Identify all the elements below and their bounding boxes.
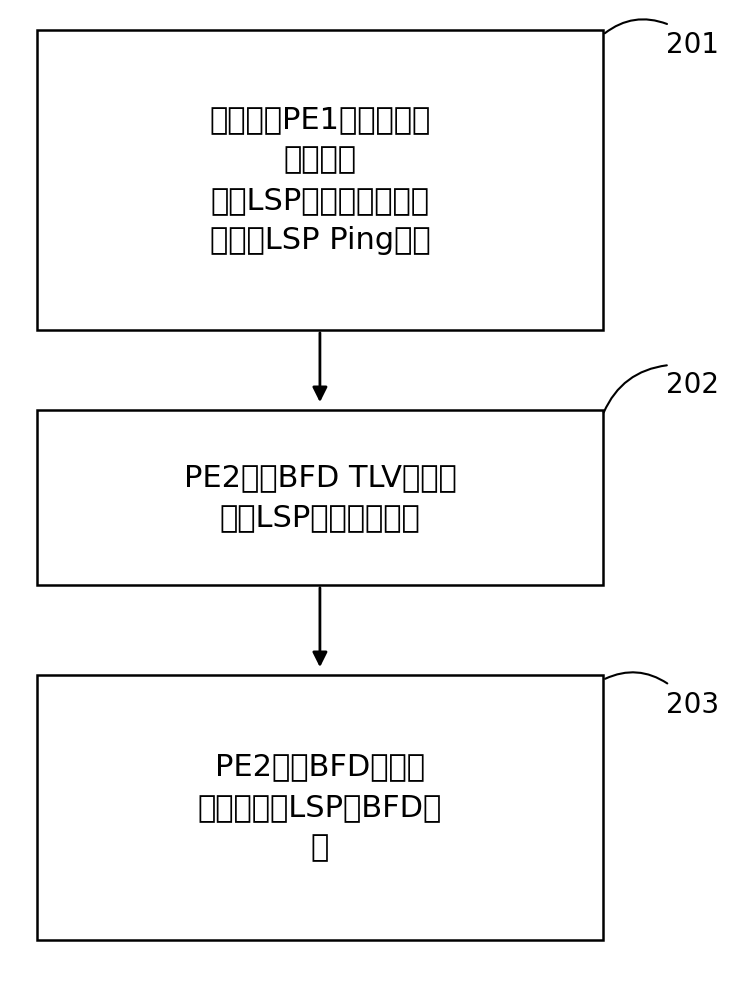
Text: PE2解析BFD TLV，查询
第二LSP发送方向标识: PE2解析BFD TLV，查询 第二LSP发送方向标识 [184,463,456,532]
Text: 202: 202 [666,371,719,399]
Bar [37,675,603,940]
Text: 203: 203 [666,691,719,719]
Text: 源端设备PE1发送携带操
作标志和
第一LSP在网络中的唯一
标识的LSP Ping报文: 源端设备PE1发送携带操 作标志和 第一LSP在网络中的唯一 标识的LSP Pi… [209,105,431,255]
Text: 201: 201 [666,31,719,59]
Bar [37,410,603,585]
Text: PE2创建BFD会话，
建立对双向LSP的BFD检
测: PE2创建BFD会话， 建立对双向LSP的BFD检 测 [198,752,442,862]
Bar [37,30,603,330]
